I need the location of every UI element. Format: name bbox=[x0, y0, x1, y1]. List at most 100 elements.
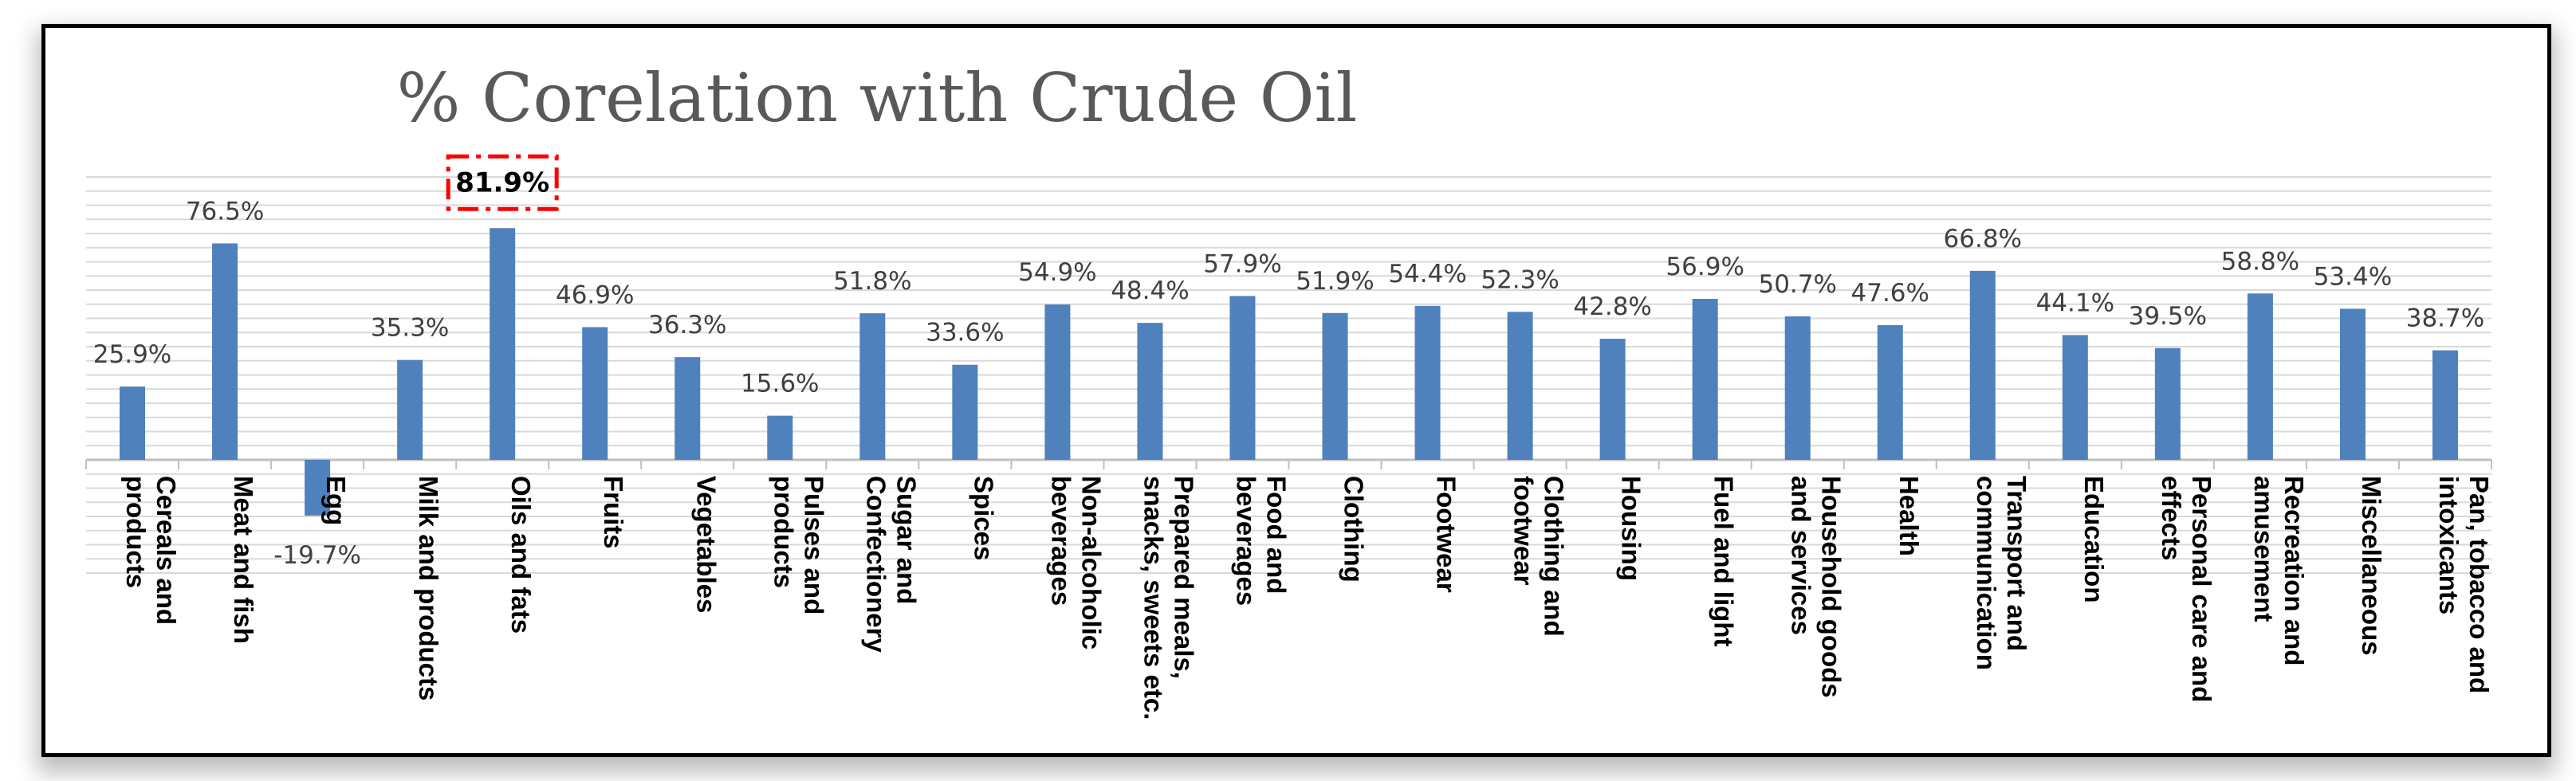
category-label: Education bbox=[2079, 476, 2109, 603]
data-labels: 25.9% 76.5% -19.7% 35.3% 81.9% 46.9% 36.3% 15.6… bbox=[93, 154, 2484, 570]
bar bbox=[212, 243, 238, 460]
data-label: 53.4% bbox=[2314, 262, 2392, 291]
chart-title: % Corelation with Crude Oil bbox=[397, 59, 1358, 137]
data-label: 76.5% bbox=[186, 197, 264, 226]
data-label: -19.7% bbox=[273, 541, 361, 570]
category-label-line: Education bbox=[2079, 476, 2109, 603]
data-label: 15.6% bbox=[741, 370, 819, 398]
category-label: Fruits bbox=[599, 476, 628, 549]
category-label-line: Prepared meals, bbox=[1169, 476, 1198, 679]
data-label: 36.3% bbox=[648, 311, 726, 339]
bar bbox=[1692, 299, 1718, 460]
data-label: 38.7% bbox=[2406, 304, 2484, 333]
data-label: 54.9% bbox=[1018, 258, 1096, 287]
bar bbox=[767, 415, 793, 460]
bar bbox=[952, 364, 978, 460]
category-label-line: Egg bbox=[321, 476, 351, 525]
category-label-line: Health bbox=[1894, 476, 1924, 556]
category-label-line: beverages bbox=[1046, 476, 1076, 606]
category-label-line: effects bbox=[2157, 476, 2186, 560]
category-label-line: communication bbox=[1972, 476, 2001, 670]
category-label-line: Fruits bbox=[599, 476, 628, 549]
bar bbox=[1599, 339, 1626, 460]
category-label-line: amusement bbox=[2249, 476, 2279, 622]
category-label: Housing bbox=[1617, 476, 1646, 581]
bar bbox=[2432, 350, 2458, 460]
category-label: Meat and fish bbox=[229, 476, 258, 644]
bar bbox=[2154, 347, 2181, 460]
category-label: Egg bbox=[321, 476, 351, 525]
data-label: 58.8% bbox=[2221, 247, 2299, 276]
category-label-line: intoxicants bbox=[2434, 476, 2464, 614]
data-label: 52.3% bbox=[1481, 265, 1559, 294]
category-label-line: Vegetables bbox=[691, 476, 721, 613]
bar bbox=[2062, 335, 2088, 460]
category-label-line: Footwear bbox=[1432, 476, 1461, 593]
category-label-line: Milk and products bbox=[414, 476, 443, 701]
bar bbox=[120, 387, 146, 460]
data-label: 33.6% bbox=[926, 319, 1004, 347]
category-label-line: Clothing and bbox=[1540, 476, 1569, 637]
category-label-line: Sugar and bbox=[891, 476, 921, 604]
category-label-line: beverages bbox=[1231, 476, 1260, 606]
category-label-line: Meat and fish bbox=[229, 476, 258, 644]
data-label: 57.9% bbox=[1203, 249, 1281, 278]
bar bbox=[1322, 312, 1348, 460]
bar bbox=[1414, 305, 1441, 460]
bar bbox=[1044, 304, 1071, 460]
highlight-box bbox=[446, 154, 559, 211]
category-label-line: snacks, sweets etc. bbox=[1139, 476, 1168, 720]
data-label: 56.9% bbox=[1666, 253, 1744, 281]
category-label: Oils and fats bbox=[506, 476, 536, 634]
category-label: Prepared meals,snacks, sweets etc. bbox=[1139, 476, 1198, 720]
data-label-highlighted: 81.9% bbox=[455, 167, 549, 198]
category-label-line: Personal care and bbox=[2187, 476, 2216, 702]
bar bbox=[674, 357, 701, 460]
data-label: 46.9% bbox=[556, 281, 634, 310]
category-label-line: Food and bbox=[1261, 476, 1291, 594]
category-label: Clothing bbox=[1339, 476, 1369, 583]
data-label: 50.7% bbox=[1758, 270, 1836, 299]
data-label: 66.8% bbox=[1944, 225, 2022, 253]
data-label: 39.5% bbox=[2129, 302, 2207, 331]
data-label: 48.4% bbox=[1111, 277, 1189, 305]
category-label-line: and services bbox=[1787, 476, 1816, 635]
bar bbox=[2247, 293, 2273, 460]
category-label-line: footwear bbox=[1509, 476, 1539, 586]
data-label: 42.8% bbox=[1573, 292, 1651, 321]
category-label: Fuel and light bbox=[1709, 476, 1739, 646]
category-label: Miscellaneous bbox=[2357, 476, 2386, 656]
bar bbox=[490, 228, 516, 460]
bars bbox=[120, 228, 2458, 516]
bar bbox=[1877, 325, 1903, 460]
category-label-line: Oils and fats bbox=[506, 476, 536, 634]
gridlines bbox=[85, 176, 2492, 574]
data-label: 44.1% bbox=[2036, 288, 2114, 317]
category-label: Spices bbox=[969, 476, 998, 560]
category-label-line: Confectionery bbox=[861, 476, 891, 653]
category-label: Footwear bbox=[1432, 476, 1461, 593]
category-label-line: Pulses and bbox=[799, 476, 828, 614]
bar bbox=[305, 460, 331, 516]
data-label: 51.8% bbox=[833, 267, 911, 296]
bar bbox=[2339, 308, 2366, 460]
category-label-line: Miscellaneous bbox=[2357, 476, 2386, 656]
category-label-line: Non-alcoholic bbox=[1076, 476, 1106, 650]
category-label-line: Cereals and bbox=[151, 476, 181, 625]
category-label-line: Fuel and light bbox=[1709, 476, 1739, 646]
category-label-line: products bbox=[769, 476, 798, 588]
data-label: 35.3% bbox=[371, 314, 449, 343]
